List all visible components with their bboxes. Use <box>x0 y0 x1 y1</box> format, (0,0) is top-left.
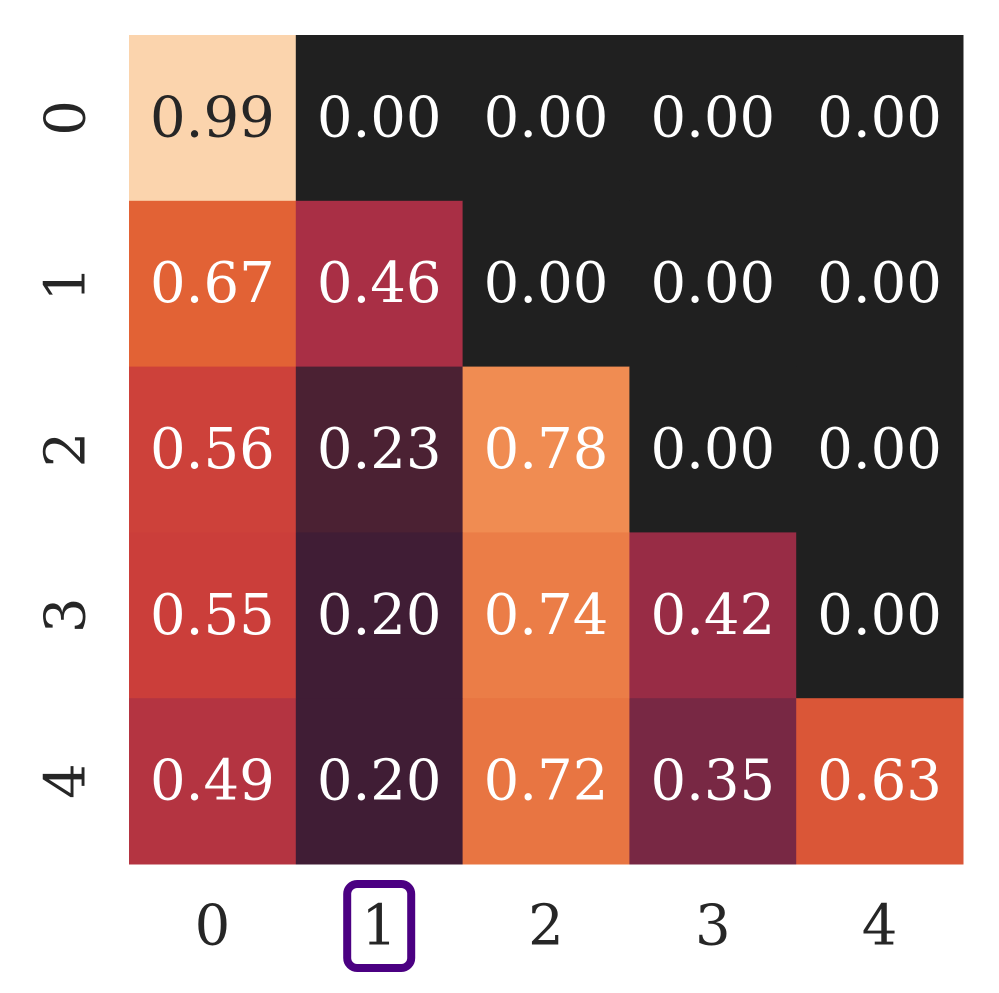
heatmap-cell-1-2 <box>462 200 630 368</box>
heatmap-cell-label-1-4: 0.00 <box>817 251 942 316</box>
heatmap-cell-2-4 <box>796 366 964 533</box>
heatmap-cell-labels: 0.99 0.00 0.00 0.00 0.00 0.67 0.46 0.00 0.00 0.00… <box>150 85 942 813</box>
x-tick-highlight <box>343 880 416 972</box>
heatmap-cell-4-0 <box>129 698 297 865</box>
heatmap-cell-4-1 <box>295 698 464 865</box>
heatmap-cell-1-3 <box>629 200 797 368</box>
heatmap-cell-label-1-1: 0.46 <box>317 251 442 316</box>
heatmap-cell-label-2-3: 0.00 <box>650 417 775 482</box>
heatmap-cell-label-0-4: 0.00 <box>817 85 942 150</box>
heatmap-cell-2-1 <box>295 366 464 533</box>
x-tick-highlight-box <box>343 880 416 972</box>
heatmap-cell-label-1-3: 0.00 <box>650 251 775 316</box>
heatmap-cell-label-0-3: 0.00 <box>650 85 775 150</box>
x-tick-label-2: 2 <box>528 894 564 959</box>
heatmap-cell-0-1 <box>295 35 464 202</box>
heatmap-cell-label-3-4: 0.00 <box>817 583 942 648</box>
heatmap-cell-label-4-4: 0.63 <box>817 749 942 814</box>
heatmap-cell-label-3-1: 0.20 <box>317 583 442 648</box>
y-tick-label-2: 2 <box>34 432 99 468</box>
y-tick-label-1: 1 <box>34 266 99 302</box>
heatmap-cell-label-2-2: 0.78 <box>484 417 609 482</box>
y-axis-tick-labels: 0 1 2 3 4 <box>34 100 99 799</box>
heatmap-cell-label-4-2: 0.72 <box>484 749 609 814</box>
x-tick-label-0: 0 <box>195 894 231 959</box>
heatmap-cell-label-3-3: 0.42 <box>650 583 775 648</box>
heatmap-cell-label-2-0: 0.56 <box>150 417 275 482</box>
heatmap-cell-label-0-2: 0.00 <box>484 85 609 150</box>
x-tick-label-1: 1 <box>361 894 397 959</box>
x-tick-label-4: 4 <box>862 894 898 959</box>
heatmap-cell-label-4-0: 0.49 <box>150 749 275 814</box>
heatmap-cell-2-0 <box>129 366 297 533</box>
heatmap-cell-3-3 <box>629 532 797 699</box>
heatmap-cell-4-4 <box>796 698 964 865</box>
heatmap-cell-0-4 <box>796 35 964 202</box>
heatmap-cell-3-4 <box>796 532 964 699</box>
heatmap-cell-label-0-0: 0.99 <box>150 85 275 150</box>
x-tick-label-3: 3 <box>695 894 731 959</box>
heatmap-cell-0-0 <box>129 35 297 202</box>
heatmap-cell-1-1 <box>295 200 464 368</box>
heatmap-cell-label-2-1: 0.23 <box>317 417 442 482</box>
heatmap-cell-3-0 <box>129 532 297 699</box>
heatmap-cell-label-0-1: 0.00 <box>317 85 442 150</box>
heatmap-cell-1-0 <box>129 200 297 368</box>
heatmap-cell-0-3 <box>629 35 797 202</box>
heatmap-cell-label-1-2: 0.00 <box>484 251 609 316</box>
heatmap-cell-label-2-4: 0.00 <box>817 417 942 482</box>
heatmap-cell-4-3 <box>629 698 797 865</box>
heatmap-cell-label-1-0: 0.67 <box>150 251 275 316</box>
heatmap-cell-4-2 <box>462 698 630 865</box>
heatmap-cell-2-3 <box>629 366 797 533</box>
heatmap-cell-label-4-3: 0.35 <box>650 749 775 814</box>
heatmap-cell-2-2 <box>462 366 630 533</box>
heatmap-cell-label-4-1: 0.20 <box>317 749 442 814</box>
y-tick-label-4: 4 <box>34 763 99 799</box>
heatmap-cell-3-2 <box>462 532 630 699</box>
y-tick-label-3: 3 <box>34 597 99 633</box>
heatmap-cell-1-4 <box>796 200 964 368</box>
heatmap-cell-0-2 <box>462 35 630 202</box>
heatmap-cell-label-3-0: 0.55 <box>150 583 275 648</box>
y-tick-label-0: 0 <box>34 100 99 136</box>
heatmap-cell-3-1 <box>295 532 464 699</box>
heatmap-cells <box>129 35 964 865</box>
x-axis-tick-labels: 0 1 2 3 4 <box>195 894 898 959</box>
heatmap-cell-label-3-2: 0.74 <box>484 583 609 648</box>
